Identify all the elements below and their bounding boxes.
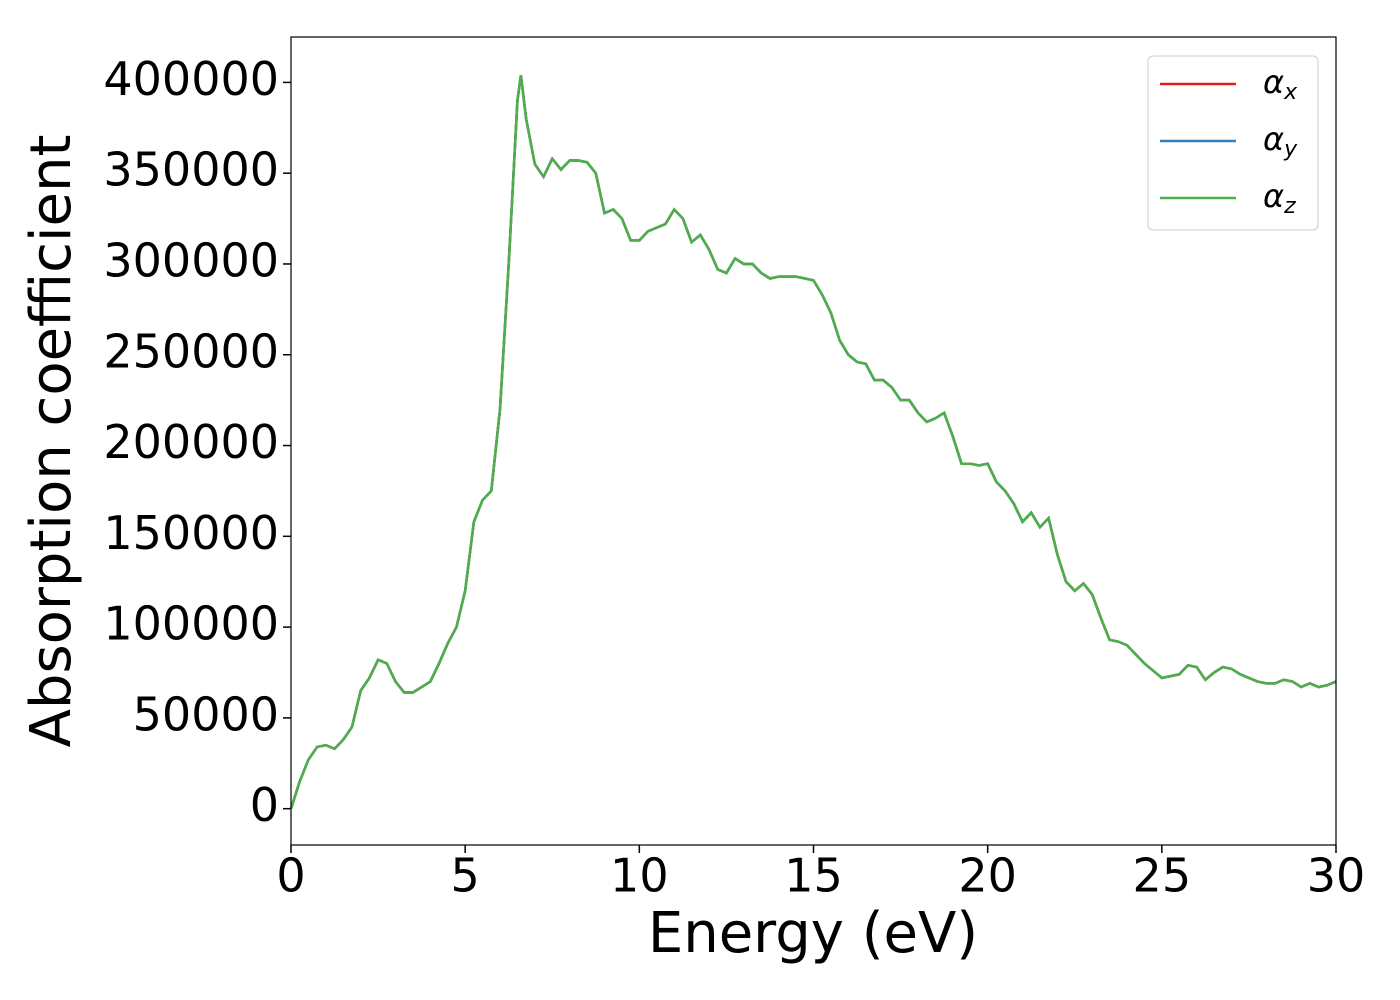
x-tick-label: 15 [784, 849, 843, 903]
legend-subscript: x [1283, 80, 1298, 105]
x-tick-label: 25 [1133, 849, 1192, 903]
x-tick-label: 20 [958, 849, 1017, 903]
y-tick-label: 200000 [103, 415, 279, 469]
legend-symbol: α [1263, 177, 1284, 215]
y-tick-label: 300000 [103, 233, 279, 287]
y-tick-label: 400000 [103, 52, 279, 106]
legend-label: αy [1263, 120, 1298, 162]
x-tick-label: 30 [1307, 849, 1366, 903]
legend-subscript: z [1283, 194, 1296, 219]
legend-label: αz [1263, 177, 1296, 219]
legend-symbol: α [1263, 120, 1284, 158]
x-tick-label: 0 [276, 849, 305, 903]
legend-box [1147, 55, 1319, 231]
legend-symbol: α [1263, 63, 1284, 101]
y-tick-label: 350000 [103, 143, 279, 197]
y-tick-label: 100000 [103, 597, 279, 651]
x-tick-label: 10 [610, 849, 669, 903]
x-tick-label: 5 [451, 849, 480, 903]
data-line [289, 74, 1337, 810]
y-tick-label: 150000 [103, 506, 279, 560]
legend-label: αx [1263, 63, 1298, 105]
y-tick-label: 250000 [103, 324, 279, 378]
y-tick-label: 0 [250, 778, 279, 832]
plot-frame [290, 36, 1337, 846]
y-tick-label: 50000 [133, 687, 279, 741]
x-axis-label: Energy (eV) [648, 901, 978, 966]
legend-subscript: y [1283, 137, 1298, 162]
y-axis-label: Absorption coefficient [19, 135, 84, 748]
